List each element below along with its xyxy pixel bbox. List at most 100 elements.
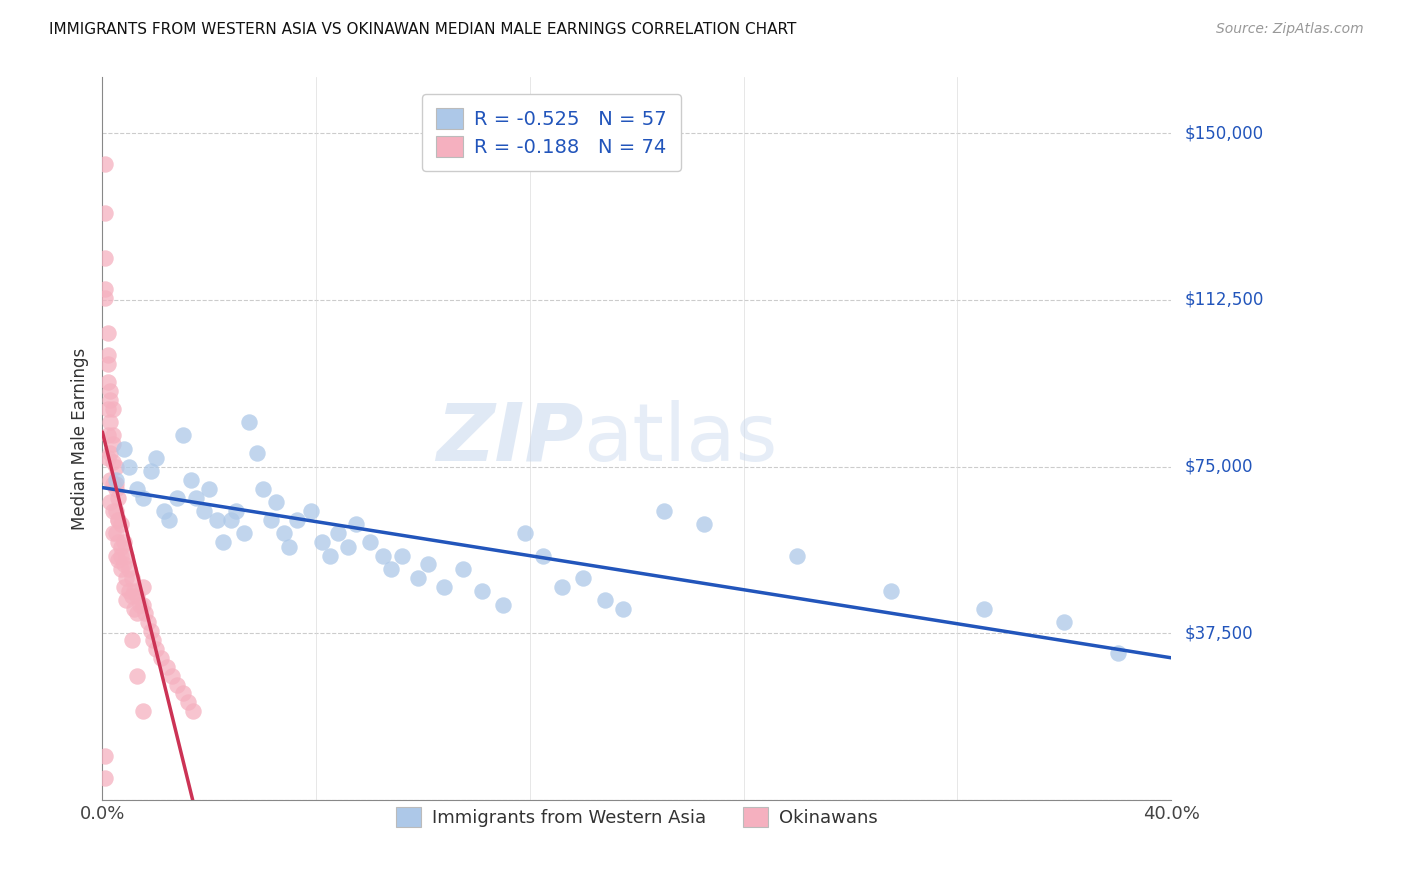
Point xyxy=(121,633,143,648)
Point xyxy=(124,584,146,599)
Text: $150,000: $150,000 xyxy=(1185,124,1264,142)
Point xyxy=(94,251,117,265)
Text: Source: ZipAtlas.com: Source: ZipAtlas.com xyxy=(1216,22,1364,37)
Text: atlas: atlas xyxy=(583,400,778,478)
Point xyxy=(128,598,150,612)
Point xyxy=(177,695,200,709)
Text: $112,500: $112,500 xyxy=(1185,291,1264,309)
Point xyxy=(115,571,138,585)
Point xyxy=(337,540,360,554)
Point xyxy=(1053,615,1076,630)
Point xyxy=(418,558,440,572)
Point xyxy=(94,157,117,171)
Legend: Immigrants from Western Asia, Okinawans: Immigrants from Western Asia, Okinawans xyxy=(389,800,884,835)
Point xyxy=(211,535,233,549)
Point xyxy=(104,473,127,487)
Point xyxy=(513,526,536,541)
Point xyxy=(157,513,180,527)
Point xyxy=(207,513,229,527)
Point xyxy=(118,584,141,599)
Point xyxy=(139,624,162,639)
Point xyxy=(121,589,143,603)
Point xyxy=(104,526,127,541)
Point xyxy=(172,686,194,700)
Point xyxy=(406,571,429,585)
Point xyxy=(172,428,194,442)
Point xyxy=(100,415,122,429)
Point xyxy=(110,549,132,563)
Point xyxy=(471,584,494,599)
Point xyxy=(104,549,127,563)
Point xyxy=(433,580,456,594)
Point xyxy=(238,415,260,429)
Point xyxy=(94,206,117,220)
Point xyxy=(100,473,122,487)
Point xyxy=(131,491,153,505)
Point xyxy=(181,704,204,718)
Point xyxy=(127,589,149,603)
Point xyxy=(318,549,340,563)
Point xyxy=(184,491,207,505)
Point xyxy=(193,504,215,518)
Point xyxy=(593,593,616,607)
Point xyxy=(359,535,381,549)
Point xyxy=(136,615,159,630)
Point xyxy=(104,477,127,491)
Point xyxy=(1107,647,1129,661)
Point xyxy=(198,482,221,496)
Point xyxy=(260,513,283,527)
Point xyxy=(252,482,274,496)
Point xyxy=(879,584,901,599)
Point xyxy=(94,771,117,785)
Point xyxy=(326,526,349,541)
Point xyxy=(97,375,120,389)
Point xyxy=(101,455,124,469)
Point xyxy=(219,513,242,527)
Point xyxy=(531,549,554,563)
Point xyxy=(551,580,574,594)
Point xyxy=(115,593,138,607)
Point xyxy=(107,513,129,527)
Point xyxy=(139,464,162,478)
Point xyxy=(100,446,122,460)
Point xyxy=(107,553,129,567)
Point xyxy=(124,602,146,616)
Point xyxy=(180,473,202,487)
Point xyxy=(100,384,122,398)
Point xyxy=(127,482,149,496)
Point xyxy=(311,535,333,549)
Text: IMMIGRANTS FROM WESTERN ASIA VS OKINAWAN MEDIAN MALE EARNINGS CORRELATION CHART: IMMIGRANTS FROM WESTERN ASIA VS OKINAWAN… xyxy=(49,22,797,37)
Point xyxy=(233,526,256,541)
Point xyxy=(145,642,167,657)
Point xyxy=(380,562,402,576)
Point xyxy=(118,459,141,474)
Point xyxy=(391,549,413,563)
Point xyxy=(104,482,127,496)
Point xyxy=(572,571,595,585)
Text: $75,000: $75,000 xyxy=(1185,458,1254,475)
Point xyxy=(692,517,714,532)
Point xyxy=(134,607,156,621)
Point xyxy=(652,504,675,518)
Point xyxy=(131,598,153,612)
Point xyxy=(127,668,149,682)
Point xyxy=(150,651,173,665)
Point xyxy=(127,607,149,621)
Point xyxy=(100,495,122,509)
Point xyxy=(131,580,153,594)
Point xyxy=(112,558,135,572)
Point xyxy=(101,437,124,451)
Point xyxy=(278,540,301,554)
Point xyxy=(94,748,117,763)
Point xyxy=(612,602,634,616)
Point xyxy=(107,491,129,505)
Point xyxy=(131,704,153,718)
Point xyxy=(155,660,177,674)
Point xyxy=(264,495,287,509)
Point xyxy=(97,357,120,371)
Point xyxy=(112,535,135,549)
Point xyxy=(225,504,247,518)
Point xyxy=(94,282,117,296)
Text: $37,500: $37,500 xyxy=(1185,624,1254,642)
Point xyxy=(97,428,120,442)
